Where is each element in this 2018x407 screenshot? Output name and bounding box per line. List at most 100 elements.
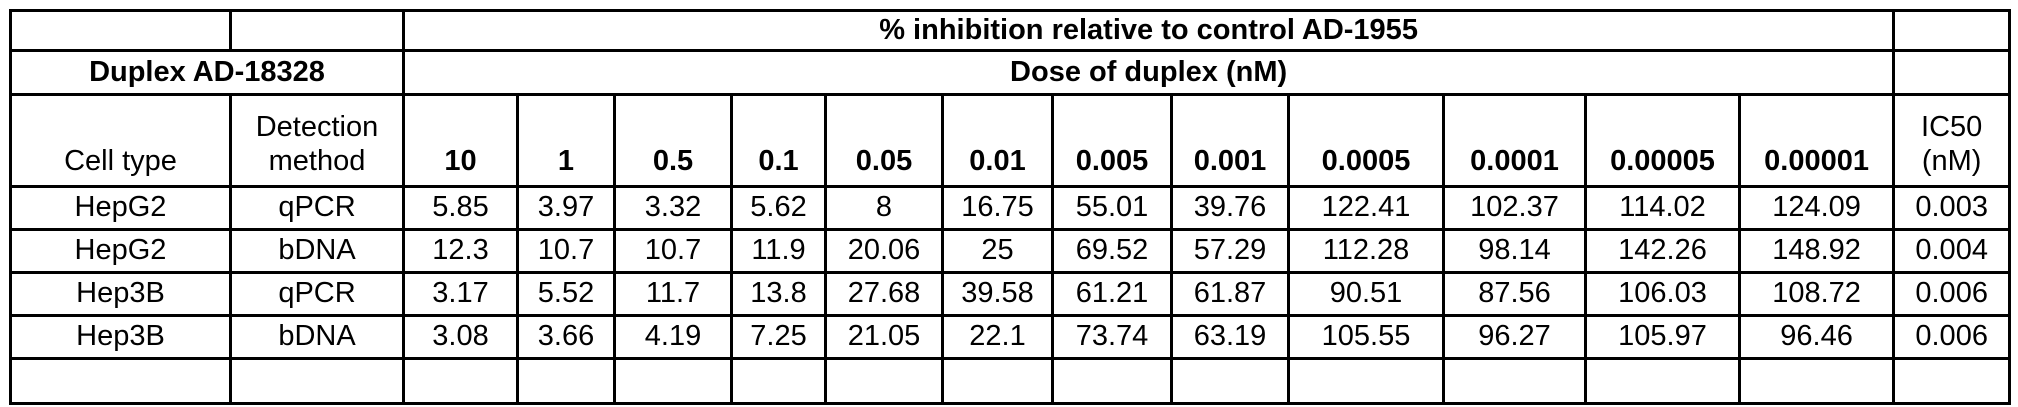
table-row: HepG2 bDNA 12.3 10.7 10.7 11.9 20.06 25 …	[9, 228, 2012, 274]
value-cell: 39.76	[1170, 185, 1290, 231]
column-headers-row: Cell type Detection method 10 1 0.5 0.1 …	[9, 93, 2012, 188]
value-cell: 61.87	[1170, 271, 1290, 317]
table-row: Hep3B bDNA 3.08 3.66 4.19 7.25 21.05 22.…	[9, 314, 2012, 360]
value-cell: 10.7	[613, 228, 733, 274]
value-cell: 3.17	[402, 271, 519, 317]
cell-type-value: Hep3B	[9, 314, 232, 360]
dose-column-header: 0.05	[824, 93, 944, 188]
dose-column-header: 1	[516, 93, 616, 188]
table-row: HepG2 qPCR 5.85 3.97 3.32 5.62 8 16.75 5…	[9, 185, 2012, 231]
value-cell: 7.25	[730, 314, 827, 360]
dose-column-header: 0.001	[1170, 93, 1290, 188]
empty-cell	[1287, 357, 1445, 405]
value-cell: 13.8	[730, 271, 827, 317]
detection-method-value: bDNA	[229, 228, 405, 274]
value-cell: 5.85	[402, 185, 519, 231]
dose-response-table: % inhibition relative to control AD-1955…	[9, 9, 2012, 405]
ic50-value: 0.004	[1892, 228, 2012, 274]
value-cell: 3.97	[516, 185, 616, 231]
inhibition-header-row: % inhibition relative to control AD-1955	[9, 9, 2012, 52]
empty-cell	[1051, 357, 1173, 405]
ic50-value: 0.006	[1892, 271, 2012, 317]
dose-column-header: 0.5	[613, 93, 733, 188]
empty-cell	[229, 9, 405, 52]
duplex-label-cell: Duplex AD-18328	[9, 49, 405, 96]
value-cell: 3.08	[402, 314, 519, 360]
value-cell: 108.72	[1737, 271, 1896, 317]
value-cell: 20.06	[824, 228, 944, 274]
dose-column-header: 0.00001	[1737, 93, 1896, 188]
value-cell: 11.9	[730, 228, 827, 274]
value-cell: 39.58	[941, 271, 1054, 317]
empty-cell	[402, 357, 519, 405]
ic50-header: IC50 (nM)	[1892, 93, 2012, 188]
empty-cell	[1892, 9, 2012, 52]
value-cell: 21.05	[824, 314, 944, 360]
value-cell: 5.62	[730, 185, 827, 231]
dose-column-header: 0.1	[730, 93, 827, 188]
value-cell: 148.92	[1737, 228, 1896, 274]
empty-cell	[941, 357, 1054, 405]
dose-column-header: 0.01	[941, 93, 1054, 188]
empty-cell	[229, 357, 405, 405]
empty-cell	[1737, 357, 1896, 405]
empty-cell	[9, 357, 232, 405]
dose-column-header: 0.0005	[1287, 93, 1445, 188]
empty-cell	[730, 357, 827, 405]
value-cell: 3.32	[613, 185, 733, 231]
empty-cell	[1442, 357, 1587, 405]
empty-cell	[1892, 357, 2012, 405]
value-cell: 87.56	[1442, 271, 1587, 317]
value-cell: 114.02	[1584, 185, 1741, 231]
value-cell: 73.74	[1051, 314, 1173, 360]
detection-method-header: Detection method	[229, 93, 405, 188]
empty-row	[9, 357, 2012, 405]
detection-method-value: qPCR	[229, 185, 405, 231]
dose-column-header: 10	[402, 93, 519, 188]
dose-column-header: 0.0001	[1442, 93, 1587, 188]
empty-cell	[1584, 357, 1741, 405]
value-cell: 55.01	[1051, 185, 1173, 231]
value-cell: 105.97	[1584, 314, 1741, 360]
empty-cell	[9, 9, 232, 52]
empty-cell	[824, 357, 944, 405]
value-cell: 106.03	[1584, 271, 1741, 317]
inhibition-header-cell: % inhibition relative to control AD-1955	[401, 9, 1896, 52]
value-cell: 63.19	[1170, 314, 1290, 360]
value-cell: 16.75	[941, 185, 1054, 231]
dose-header-cell: Dose of duplex (nM)	[401, 49, 1896, 96]
empty-cell	[1170, 357, 1290, 405]
value-cell: 11.7	[613, 271, 733, 317]
value-cell: 27.68	[824, 271, 944, 317]
empty-cell	[613, 357, 733, 405]
value-cell: 142.26	[1584, 228, 1741, 274]
value-cell: 69.52	[1051, 228, 1173, 274]
value-cell: 25	[941, 228, 1054, 274]
detection-method-value: qPCR	[229, 271, 405, 317]
dose-header-row: Duplex AD-18328 Dose of duplex (nM)	[9, 49, 2012, 96]
value-cell: 61.21	[1051, 271, 1173, 317]
value-cell: 12.3	[402, 228, 519, 274]
empty-cell	[1892, 49, 2012, 96]
value-cell: 122.41	[1287, 185, 1445, 231]
cell-type-value: Hep3B	[9, 271, 232, 317]
ic50-value: 0.006	[1892, 314, 2012, 360]
cell-type-value: HepG2	[9, 185, 232, 231]
value-cell: 4.19	[613, 314, 733, 360]
cell-type-value: HepG2	[9, 228, 232, 274]
value-cell: 22.1	[941, 314, 1054, 360]
value-cell: 96.27	[1442, 314, 1587, 360]
value-cell: 8	[824, 185, 944, 231]
cell-type-header: Cell type	[9, 93, 232, 188]
value-cell: 10.7	[516, 228, 616, 274]
value-cell: 105.55	[1287, 314, 1445, 360]
value-cell: 3.66	[516, 314, 616, 360]
value-cell: 98.14	[1442, 228, 1587, 274]
value-cell: 124.09	[1737, 185, 1896, 231]
ic50-value: 0.003	[1892, 185, 2012, 231]
value-cell: 102.37	[1442, 185, 1587, 231]
dose-column-header: 0.005	[1051, 93, 1173, 188]
value-cell: 112.28	[1287, 228, 1445, 274]
table-row: Hep3B qPCR 3.17 5.52 11.7 13.8 27.68 39.…	[9, 271, 2012, 317]
